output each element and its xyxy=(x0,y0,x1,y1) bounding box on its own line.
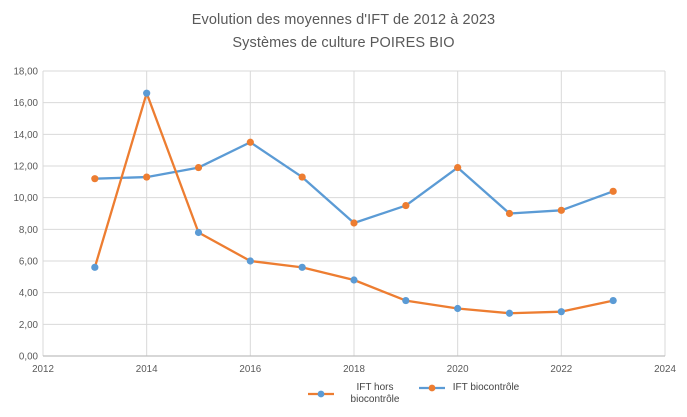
y-axis-tick-label: 2,00 xyxy=(19,320,39,331)
data-point-marker-ift-biocontrole xyxy=(557,206,565,214)
data-point-marker-ift-hors-biocontrole xyxy=(557,308,565,316)
data-point-marker-ift-hors-biocontrole xyxy=(402,296,410,305)
y-axis-tick-label: 12,00 xyxy=(13,162,38,173)
x-axis-tick-label: 2024 xyxy=(654,364,676,375)
legend-key-marker xyxy=(428,384,436,392)
y-axis-tick-label: 14,00 xyxy=(13,130,38,141)
x-axis-tick-label: 2018 xyxy=(343,364,365,375)
data-point-marker-ift-hors-biocontrole xyxy=(609,296,617,305)
data-point-marker-ift-biocontrole xyxy=(350,219,358,227)
data-point-marker-ift-hors-biocontrole xyxy=(454,304,462,313)
data-point-marker-ift-hors-biocontrole xyxy=(505,309,514,317)
data-point-marker-ift-biocontrole xyxy=(143,173,151,181)
legend-key-icon-ift-hors-biocontrole xyxy=(308,390,334,397)
y-axis-tick-label: 0,00 xyxy=(19,352,39,363)
data-point-marker-ift-biocontrole xyxy=(609,187,617,195)
data-point-marker-ift-biocontrole xyxy=(505,209,514,218)
chart-title-line2: Systèmes de culture POIRES BIO xyxy=(232,34,455,51)
y-axis-tick-label: 16,00 xyxy=(13,98,38,109)
x-axis-tick-label: 2016 xyxy=(239,364,261,375)
x-axis-tick-label: 2012 xyxy=(32,364,54,375)
data-point-marker-ift-biocontrole xyxy=(402,201,410,210)
legend-label-ift-biocontrole: IFT biocontrôle xyxy=(452,382,520,393)
legend-key-marker xyxy=(317,390,325,397)
data-point-marker-ift-biocontrole xyxy=(194,163,203,172)
y-axis-tick-label: 8,00 xyxy=(19,225,39,236)
data-point-marker-ift-biocontrole xyxy=(246,138,254,146)
data-point-marker-ift-hors-biocontrole xyxy=(350,276,358,284)
data-point-marker-ift-hors-biocontrole xyxy=(143,89,151,97)
legend-item-ift-biocontrole: IFT biocontrôle xyxy=(419,382,520,394)
y-axis-tick-label: 6,00 xyxy=(19,257,39,268)
legend-item-ift-hors-biocontrole: IFT hors biocontrôle xyxy=(308,382,409,405)
data-point-marker-ift-biocontrole xyxy=(454,163,462,172)
y-axis-tick-label: 18,00 xyxy=(13,67,38,78)
data-point-marker-ift-hors-biocontrole xyxy=(298,263,306,271)
data-point-marker-ift-biocontrole xyxy=(91,175,99,183)
chart-title-line1: Evolution des moyennes d'IFT de 2012 à 2… xyxy=(191,12,496,28)
legend-key-icon-ift-biocontrole xyxy=(419,384,445,392)
chart-legend: IFT hors biocontrôle IFT biocontrôle xyxy=(308,382,520,405)
data-point-marker-ift-biocontrole xyxy=(298,173,306,181)
data-point-marker-ift-hors-biocontrole xyxy=(194,228,203,237)
x-axis-tick-label: 2022 xyxy=(550,364,572,375)
data-point-marker-ift-hors-biocontrole xyxy=(246,257,254,265)
chart-title: Evolution des moyennes d'IFT de 2012 à 2… xyxy=(0,9,687,54)
x-axis-tick-label: 2020 xyxy=(447,364,469,375)
y-axis-tick-label: 10,00 xyxy=(13,193,38,204)
x-axis-tick-label: 2014 xyxy=(136,364,158,375)
y-axis-tick-label: 4,00 xyxy=(19,288,39,299)
legend-label-ift-hors-biocontrole: IFT hors biocontrôle xyxy=(350,382,400,405)
data-point-marker-ift-hors-biocontrole xyxy=(91,263,99,271)
